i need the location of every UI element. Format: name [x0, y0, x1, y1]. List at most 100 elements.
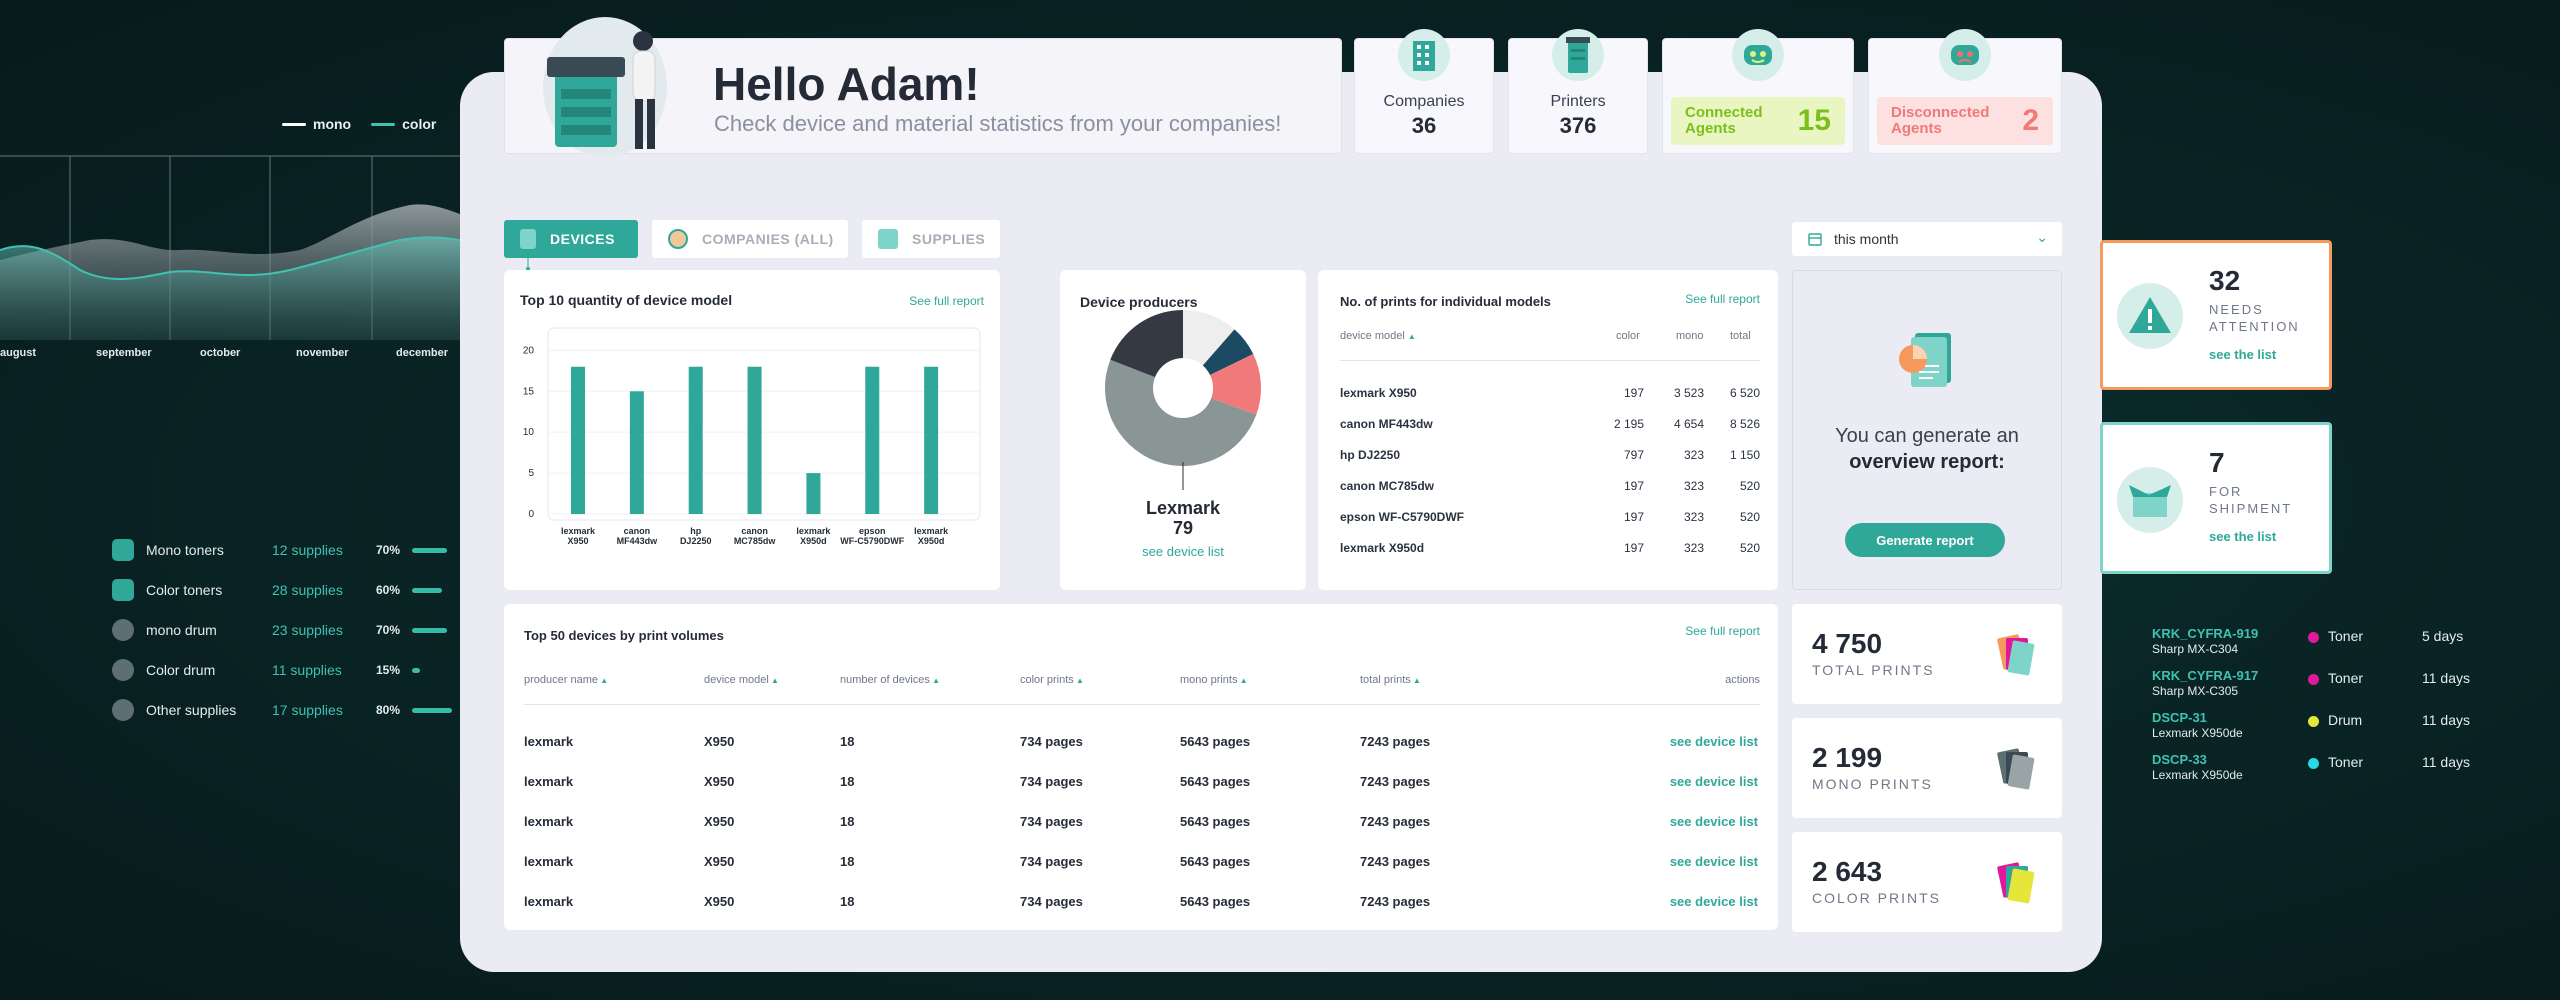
table-cell: X950: [704, 814, 735, 829]
model-count: 323: [1683, 510, 1704, 524]
shipment-model: Lexmark X950de: [2152, 768, 2243, 782]
shipment-row[interactable]: DSCP-31 Lexmark X950de Drum 11 days: [2152, 710, 2492, 750]
column-header[interactable]: color prints ▲: [1020, 674, 1084, 686]
bar[interactable]: [688, 366, 703, 514]
report-prompt-line1: You can generate an: [1835, 425, 2019, 447]
supply-color-dot: [2308, 716, 2319, 727]
supply-count[interactable]: 28 supplies: [272, 582, 343, 598]
needs-attention-card[interactable]: 32 NEEDS ATTENTION see the list: [2100, 240, 2332, 390]
shipment-id[interactable]: DSCP-31: [2152, 710, 2207, 725]
shipment-label: FOR SHIPMENT: [2209, 484, 2293, 516]
pie-slice[interactable]: [1183, 310, 1235, 366]
plot-frame: [547, 327, 981, 521]
bar[interactable]: [924, 366, 939, 514]
period-value: this month: [1834, 231, 1899, 247]
period-select[interactable]: this month ⌄: [1792, 222, 2062, 256]
shipment-row[interactable]: KRK_CYFRA-917 Sharp MX-C305 Toner 11 days: [2152, 668, 2492, 708]
printers-stat-card[interactable]: Printers 376: [1508, 29, 1648, 154]
supply-row[interactable]: Mono toners 12 supplies 70%: [112, 530, 472, 570]
column-header[interactable]: total prints ▲: [1360, 674, 1421, 686]
shipment-id[interactable]: KRK_CYFRA-917: [2152, 668, 2259, 683]
globe-icon: [668, 229, 688, 249]
table-cell: 734 pages: [1020, 774, 1083, 789]
column-header[interactable]: mono prints ▲: [1180, 674, 1248, 686]
x-tick-label: X950: [567, 536, 588, 546]
supply-row[interactable]: Color toners 28 supplies 60%: [112, 570, 472, 610]
model-count: 197: [1623, 386, 1644, 400]
connected-agents-card[interactable]: Connected Agents 15: [1662, 29, 1854, 154]
supply-row[interactable]: Other supplies 17 supplies 80%: [112, 690, 472, 730]
pie-slice[interactable]: [1210, 354, 1261, 415]
shipment-row[interactable]: DSCP-33 Lexmark X950de Toner 11 days: [2152, 752, 2492, 792]
see-device-list-link[interactable]: see device list: [1669, 774, 1758, 789]
sort-up-icon: ▲: [598, 676, 609, 685]
shipment-model: Sharp MX-C305: [2152, 684, 2239, 698]
table-cell: 18: [840, 814, 855, 829]
see-full-report-link[interactable]: See full report: [1685, 624, 1760, 638]
bar[interactable]: [865, 366, 880, 514]
total-value: 2 199: [1812, 742, 1883, 773]
table-cell: 5643 pages: [1180, 854, 1251, 869]
supply-count[interactable]: 12 supplies: [272, 542, 343, 558]
x-tick-label: epson: [859, 526, 886, 536]
x-tick-label: DJ2250: [680, 536, 712, 546]
see-the-list-link[interactable]: see the list: [2209, 347, 2277, 362]
connected-agents-box: Connected Agents 15: [1671, 97, 1845, 145]
table-cell: lexmark: [524, 734, 574, 749]
shipment-row[interactable]: KRK_CYFRA-919 Sharp MX-C304 Toner 5 days: [2152, 626, 2492, 666]
see-full-report-link[interactable]: See full report: [909, 294, 984, 308]
supply-name: Other supplies: [146, 702, 237, 718]
column-header[interactable]: number of devices ▲: [840, 674, 940, 686]
pie-slice[interactable]: [1202, 329, 1254, 375]
see-full-report-link[interactable]: See full report: [1685, 292, 1760, 306]
tab-supplies[interactable]: SUPPLIES: [862, 220, 1000, 258]
disconnected-agents-label: Disconnected Agents: [1891, 104, 1990, 137]
see-the-list-link[interactable]: see the list: [2209, 529, 2277, 544]
see-device-list-link[interactable]: see device list: [1669, 734, 1758, 749]
tab-companies[interactable]: COMPANIES (ALL): [652, 220, 848, 258]
pie-slice[interactable]: [1105, 359, 1257, 467]
total-value: 4 750: [1812, 628, 1883, 659]
toner-icon: [112, 579, 134, 601]
model-count: 797: [1623, 448, 1644, 462]
see-device-list-link[interactable]: see device list: [1669, 854, 1758, 869]
robot-sad-icon: [1939, 29, 1991, 81]
shipment-id[interactable]: KRK_CYFRA-919: [2152, 626, 2259, 641]
header-label: device model: [1340, 330, 1405, 342]
supply-count[interactable]: 11 supplies: [272, 662, 342, 678]
for-shipment-card[interactable]: 7 FOR SHIPMENT see the list: [2100, 422, 2332, 574]
tab-devices[interactable]: DEVICES: [504, 220, 638, 258]
bar[interactable]: [571, 366, 585, 514]
supply-percent: 15%: [376, 663, 401, 677]
model-count: 197: [1623, 541, 1644, 555]
bar[interactable]: [629, 391, 644, 514]
shipment-id[interactable]: DSCP-33: [2152, 752, 2207, 767]
table-cell: X950: [704, 734, 735, 749]
column-header-device-model[interactable]: device model ▲: [1340, 330, 1416, 342]
supply-count[interactable]: 17 supplies: [272, 702, 343, 718]
model-count: 520: [1739, 479, 1760, 493]
see-device-list-link[interactable]: see device list: [1669, 894, 1758, 909]
supply-row[interactable]: Color drum 11 supplies 15%: [112, 650, 472, 690]
bar[interactable]: [747, 366, 762, 514]
model-count: 197: [1623, 510, 1644, 524]
header-label: actions: [1725, 674, 1760, 686]
supply-count[interactable]: 23 supplies: [272, 622, 343, 638]
bar[interactable]: [806, 473, 821, 514]
supply-row[interactable]: mono drum 23 supplies 70%: [112, 610, 472, 650]
see-device-list-link[interactable]: see device list: [1669, 814, 1758, 829]
see-device-list-link[interactable]: see device list: [1142, 544, 1224, 559]
paper-stack-icon: [1997, 634, 2035, 676]
generate-report-button[interactable]: Generate report: [1845, 523, 2005, 557]
supply-level-bar: [412, 667, 420, 673]
column-header[interactable]: producer name ▲: [524, 674, 608, 686]
total-label: TOTAL PRINTS: [1812, 662, 1935, 678]
column-header[interactable]: device model ▲: [704, 674, 779, 686]
disconnected-agents-card[interactable]: Disconnected Agents 2: [1868, 29, 2062, 154]
companies-stat-card[interactable]: Companies 36: [1354, 29, 1494, 154]
supply-percent: 60%: [376, 583, 401, 597]
table-cell: 18: [840, 894, 855, 909]
pie-slice[interactable]: [1110, 310, 1183, 378]
header-label: producer name: [524, 674, 598, 686]
device-producers-donut-chart: [1105, 310, 1261, 490]
